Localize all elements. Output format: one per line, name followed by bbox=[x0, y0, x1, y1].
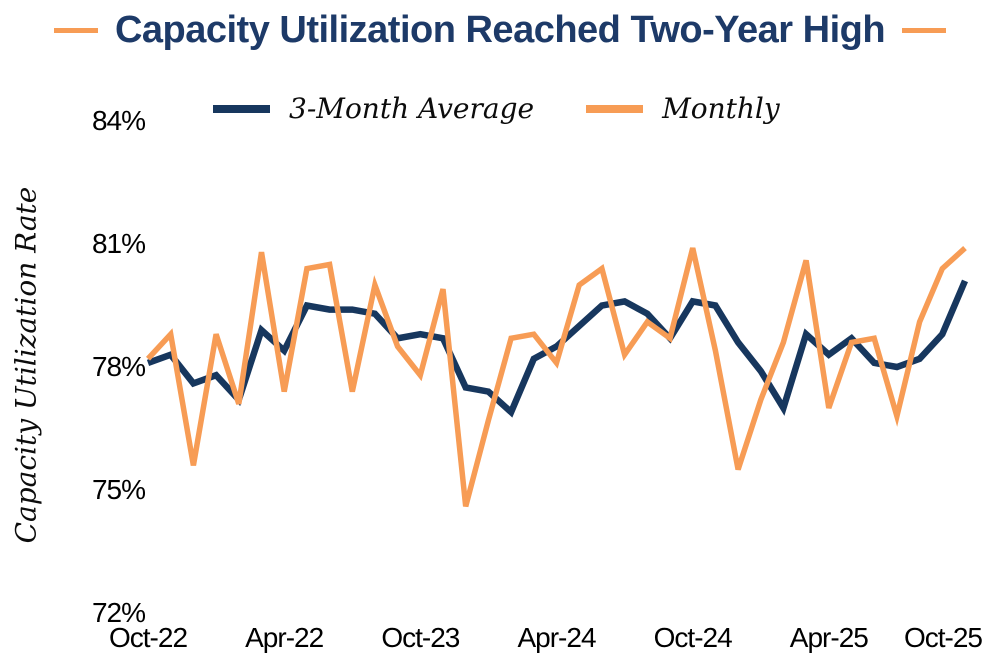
legend-item-monthly: Monthly bbox=[586, 92, 780, 126]
y-tick-label: 84% bbox=[91, 105, 146, 136]
x-tick-label: Oct-25 bbox=[903, 622, 983, 653]
title-right-dash bbox=[902, 27, 947, 33]
y-tick-label: 81% bbox=[91, 228, 146, 259]
three-month-average-swatch bbox=[213, 105, 270, 113]
legend-item-3-month-average: 3-Month Average bbox=[213, 92, 534, 126]
y-tick-label: 75% bbox=[91, 474, 146, 505]
x-tick-label: Apr-24 bbox=[517, 622, 596, 653]
chart-title: Capacity Utilization Reached Two-Year Hi… bbox=[114, 9, 886, 51]
y-tick-label: 78% bbox=[91, 351, 146, 382]
title-left-dash bbox=[53, 27, 98, 33]
monthly-line bbox=[145, 246, 967, 508]
x-tick-label: Oct-24 bbox=[653, 622, 733, 653]
x-tick-label: Oct-23 bbox=[381, 622, 460, 653]
legend-label-monthly: Monthly bbox=[662, 92, 780, 125]
title-row: Capacity Utilization Reached Two-Year Hi… bbox=[0, 8, 1000, 52]
x-tick-label: Apr-22 bbox=[245, 622, 324, 653]
legend-label-3-month-average: 3-Month Average bbox=[289, 92, 535, 125]
legend: 3-Month Average Monthly bbox=[213, 92, 780, 126]
monthly-swatch bbox=[586, 105, 644, 113]
x-tick-label: Oct-22 bbox=[108, 622, 188, 653]
x-tick-label: Apr-25 bbox=[789, 622, 869, 653]
three-month-average-line bbox=[146, 279, 968, 418]
y-tick-label: 72% bbox=[91, 597, 146, 628]
